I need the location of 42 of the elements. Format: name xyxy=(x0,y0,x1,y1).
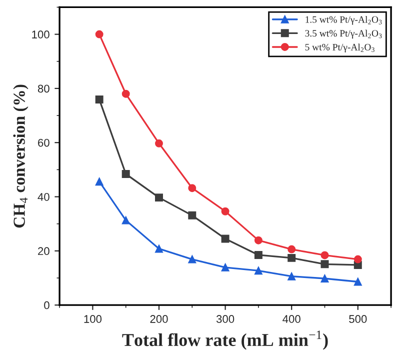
y-axis-title: CH$_{4}$ conversion (%) xyxy=(13,84,28,228)
point xyxy=(122,216,130,224)
y-tick-label: 20 xyxy=(38,247,50,256)
y-tick-label: 60 xyxy=(38,138,50,147)
y-tick-label: 40 xyxy=(38,193,50,201)
point xyxy=(288,254,296,262)
point xyxy=(320,274,329,283)
point xyxy=(188,255,196,264)
y-tick-label: 100 xyxy=(32,30,50,38)
x-tick-label: 200 xyxy=(150,315,168,323)
x-tick-label: 500 xyxy=(349,315,367,323)
point xyxy=(221,234,230,243)
y-tick-label: 80 xyxy=(38,84,50,93)
point xyxy=(354,278,362,286)
point xyxy=(122,90,130,98)
point xyxy=(95,178,104,186)
point xyxy=(288,245,296,254)
point xyxy=(122,170,130,178)
point xyxy=(95,30,104,38)
x-tick-label: 300 xyxy=(216,315,234,323)
point xyxy=(320,260,329,268)
point xyxy=(354,255,362,264)
x-axis-title: Total flow rate (mL min$^{−1}$) xyxy=(122,330,328,350)
legend-label: 5 wt% Pt/γ-Al$_{2}$O$_{3}$ xyxy=(305,44,374,52)
point xyxy=(155,194,163,202)
point xyxy=(254,236,262,244)
y-tick-label: 0 xyxy=(44,301,50,310)
point xyxy=(254,250,262,259)
legend-label: 3.5 wt% Pt/γ-Al$_{2}$O$_{3}$ xyxy=(305,30,382,39)
point xyxy=(155,244,163,253)
point xyxy=(221,263,230,272)
point xyxy=(188,184,196,192)
point xyxy=(155,139,163,148)
point xyxy=(320,251,329,260)
legend-label: 1.5 wt% Pt/γ-Al$_{2}$O$_{3}$ xyxy=(306,16,382,25)
point xyxy=(254,266,262,275)
point xyxy=(95,96,104,104)
x-tick-label: 100 xyxy=(84,315,102,323)
point xyxy=(288,272,296,280)
point xyxy=(221,207,230,216)
point xyxy=(188,211,196,220)
x-tick-label: 400 xyxy=(282,315,300,323)
